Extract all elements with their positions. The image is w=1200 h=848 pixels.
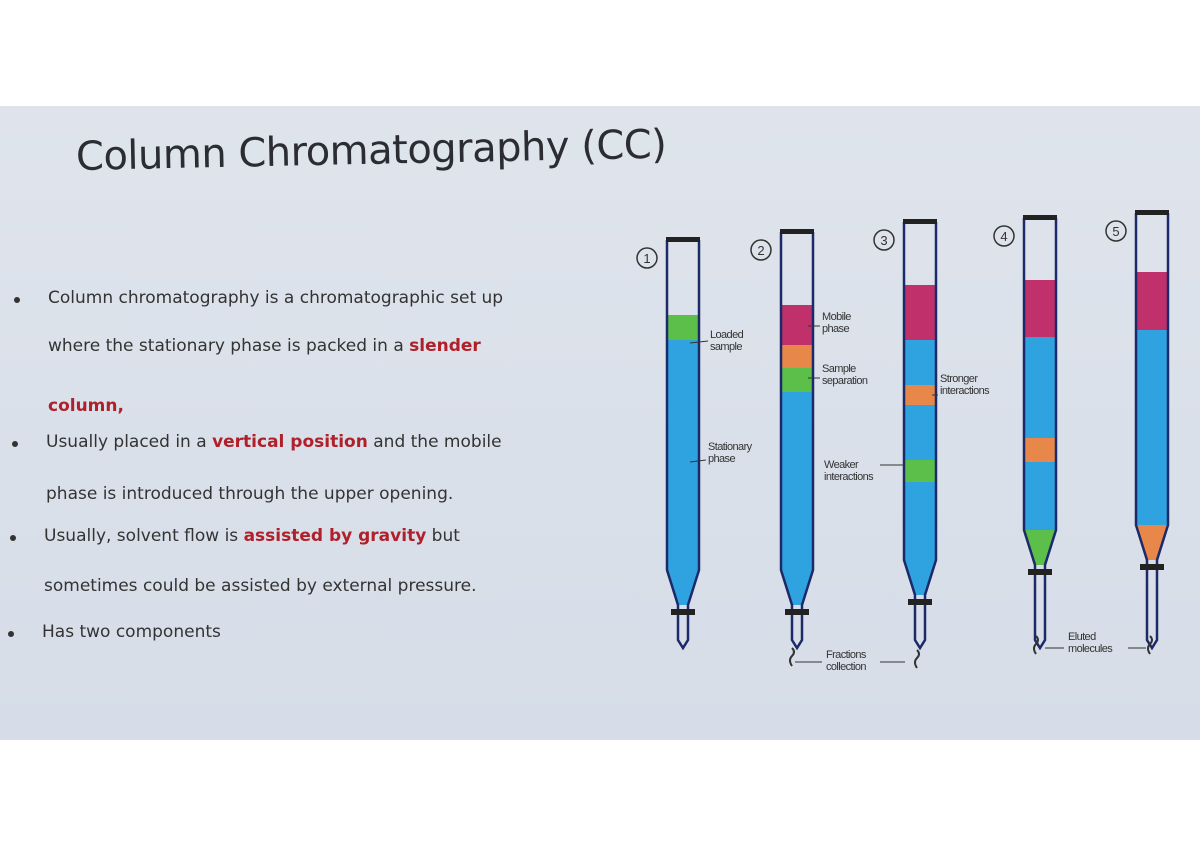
column-band-mobile — [904, 285, 936, 340]
column-taper — [781, 570, 813, 605]
text: Has two components — [42, 622, 221, 642]
column-band-stationary — [1024, 462, 1056, 530]
step-number-circle — [1105, 220, 1127, 242]
label-stationary-phase: Stationary — [708, 441, 753, 453]
label-stationary-phase: phase — [708, 453, 735, 465]
text: sometimes could be assisted by external … — [44, 576, 477, 596]
column-band-stationary — [904, 482, 936, 560]
highlight-text: slender — [409, 336, 481, 356]
column-rim — [1023, 215, 1057, 220]
label-loaded-sample: Loaded — [710, 329, 744, 341]
column-band-stationary — [667, 340, 699, 570]
column-outline — [665, 240, 701, 651]
bullet-line: sometimes could be assisted by external … — [44, 576, 477, 596]
stopcock-icon — [671, 609, 695, 615]
text: where the stationary phase is packed in … — [48, 336, 410, 356]
stopcock-icon — [908, 599, 932, 605]
label-weaker-interactions: Weaker — [824, 459, 859, 471]
drop-icon — [1147, 635, 1153, 655]
bullet-line: column, — [48, 396, 124, 416]
step-number-circle — [873, 229, 895, 251]
step-number: 4 — [1000, 229, 1007, 244]
highlight-text: column, — [48, 396, 124, 416]
drop-icon — [1033, 635, 1039, 655]
stopcock-icon — [1140, 564, 1164, 570]
leader-line — [689, 459, 707, 463]
bullet-dot — [8, 631, 14, 637]
drop-icon — [914, 649, 920, 669]
column-rim — [780, 229, 814, 234]
label-eluted-molecules: Eluted — [1068, 631, 1096, 643]
column-band-sample_b — [667, 315, 699, 340]
column-rim — [1135, 210, 1169, 215]
leader-line — [689, 340, 709, 344]
label-weaker-interactions: interactions — [824, 471, 874, 483]
step-number: 2 — [757, 243, 764, 258]
text: Usually placed in a — [46, 432, 213, 452]
stopcock-icon — [785, 609, 809, 615]
column-chromatography-diagram: 123 4 5LoadedsampleStationaryphaseMobileph… — [636, 210, 1170, 673]
bullet-line: Column chromatography is a chromatograph… — [48, 288, 503, 308]
drop-icon — [789, 647, 795, 667]
bullet-line: Usually placed in a vertical position an… — [46, 432, 502, 452]
step-number-circle — [993, 225, 1015, 247]
column-rim — [666, 237, 700, 242]
bullet-line: Has two components — [42, 622, 221, 642]
label-stronger-interactions: Stronger — [940, 373, 978, 385]
column-outline — [1134, 213, 1170, 651]
label-eluted-molecules: molecules — [1068, 643, 1113, 655]
highlight-text: assisted by gravity — [243, 526, 427, 546]
column-taper — [904, 560, 936, 595]
text: but — [426, 526, 460, 546]
slide: Column Chromatography (CC) Column chroma… — [0, 106, 1200, 740]
text: and the mobile — [367, 432, 502, 452]
label-sample-separation: separation — [822, 375, 868, 387]
column-band-sample_b — [904, 460, 936, 482]
column-outline — [779, 232, 815, 651]
column-band-sample_a — [904, 385, 936, 405]
column-band-mobile — [1136, 272, 1168, 330]
column-outline — [902, 222, 938, 651]
step-number: 3 — [880, 233, 887, 248]
text: phase is introduced through the upper op… — [46, 484, 454, 504]
text: Usually, solvent flow is — [44, 526, 244, 546]
step-number-circle — [750, 239, 772, 261]
label-stronger-interactions: interactions — [940, 385, 990, 397]
column-band-sample_a — [781, 345, 813, 368]
step-number-circle — [636, 247, 658, 269]
column-band-mobile — [1024, 280, 1056, 337]
column-band-mobile — [781, 305, 813, 345]
column-band-stationary — [781, 392, 813, 570]
label-mobile-phase: phase — [822, 323, 849, 335]
column-taper — [1136, 525, 1168, 560]
stopcock-icon — [1028, 569, 1052, 575]
column-band-sample_b — [781, 368, 813, 392]
column-taper — [667, 570, 699, 605]
bullet-dot — [14, 297, 20, 303]
bullet-line: where the stationary phase is packed in … — [48, 336, 481, 356]
bullet-line: phase is introduced through the upper op… — [46, 484, 453, 504]
highlight-text: vertical position — [212, 432, 368, 452]
column-band-stationary — [1024, 337, 1056, 438]
column-band-stationary — [1136, 330, 1168, 525]
label-loaded-sample: sample — [710, 341, 742, 353]
column-taper — [1024, 530, 1056, 565]
label-sample-separation: Sample — [822, 363, 856, 375]
column-outline — [1022, 218, 1058, 651]
column-band-stationary — [904, 340, 936, 385]
column-band-sample_a — [1024, 438, 1056, 462]
label-fractions-collection: collection — [826, 661, 866, 673]
bullet-dot — [12, 441, 18, 447]
column-band-stationary — [904, 405, 936, 460]
column-rim — [903, 219, 937, 224]
bullet-line: Usually, solvent flow is assisted by gra… — [44, 526, 460, 546]
bullet-dot — [10, 535, 16, 541]
step-number: 5 — [1112, 224, 1119, 239]
label-mobile-phase: Mobile — [822, 311, 851, 323]
label-fractions-collection: Fractions — [826, 649, 867, 661]
text: Column chromatography is a chromatograph… — [48, 288, 504, 308]
step-number: 1 — [643, 251, 650, 266]
